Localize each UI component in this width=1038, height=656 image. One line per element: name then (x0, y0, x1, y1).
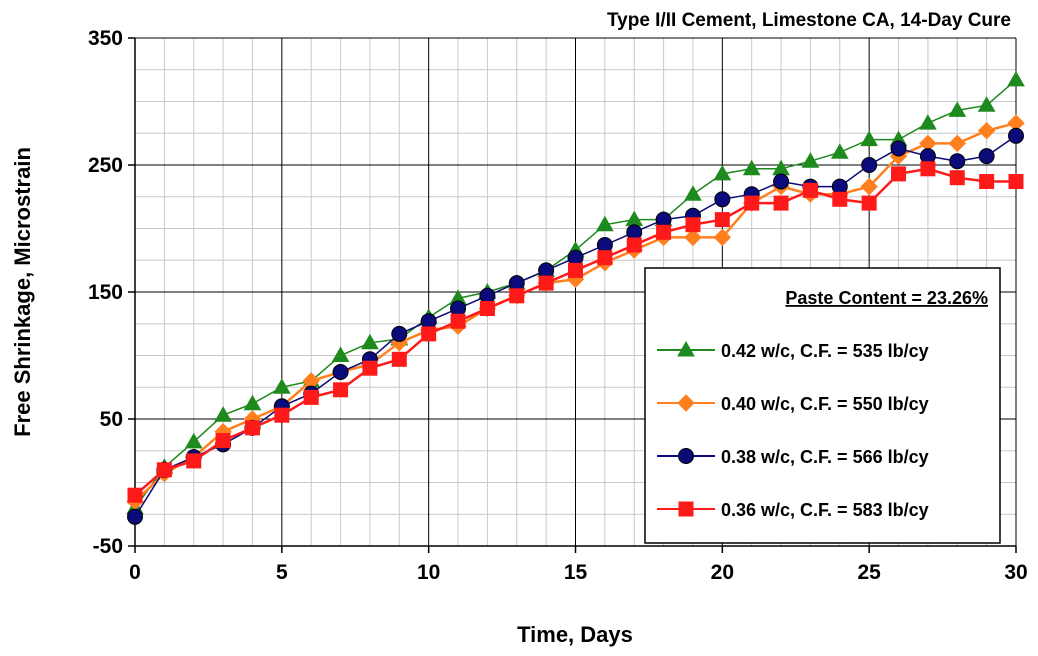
y-axis-title: Free Shrinkage, Microstrain (10, 147, 35, 437)
data-point (978, 148, 995, 165)
data-point (919, 114, 937, 130)
data-point (186, 453, 202, 469)
y-tick-label: 150 (88, 281, 123, 304)
data-point (948, 101, 967, 117)
x-tick-label: 25 (857, 561, 881, 584)
chart-title: Type I/II Cement, Limestone CA, 14-Day C… (607, 10, 1011, 31)
data-point (685, 217, 701, 233)
x-axis-title: Time, Days (517, 622, 633, 647)
data-point (509, 288, 525, 304)
data-point (127, 508, 143, 525)
data-point (977, 122, 996, 140)
data-point (948, 134, 966, 153)
legend-marker (678, 448, 694, 464)
data-point (243, 394, 262, 411)
data-point (597, 250, 613, 266)
data-point (891, 166, 907, 182)
data-point (450, 313, 466, 329)
legend-box (644, 267, 1001, 544)
legend-marker (677, 394, 695, 412)
data-point (596, 215, 614, 232)
data-point (127, 487, 143, 503)
data-point (568, 262, 583, 278)
data-point (479, 301, 495, 317)
data-point (656, 224, 672, 240)
y-tick-label: 50 (100, 408, 123, 431)
data-point (272, 378, 291, 394)
data-point (832, 191, 848, 207)
data-point (713, 228, 732, 247)
data-point (744, 195, 760, 211)
data-point (773, 173, 790, 190)
data-point (1007, 70, 1025, 87)
legend-title: Paste Content = 23.26% (785, 288, 988, 308)
x-tick-label: 20 (711, 561, 734, 584)
data-point (1008, 127, 1024, 144)
data-point (1008, 174, 1024, 190)
data-point (215, 433, 231, 449)
y-tick-label: 350 (88, 27, 123, 50)
data-point (684, 228, 702, 247)
data-point (156, 462, 172, 478)
data-point (391, 325, 408, 342)
y-tick-label: 250 (88, 154, 123, 177)
data-point (714, 212, 730, 228)
data-point (861, 157, 878, 173)
data-point (421, 326, 437, 342)
data-point (920, 161, 936, 177)
data-point (860, 177, 878, 196)
legend-label: 0.40 w/c, C.F. = 550 lb/cy (721, 394, 929, 414)
data-point (949, 153, 966, 170)
data-point (714, 191, 731, 208)
data-point (333, 382, 349, 398)
legend-label: 0.38 w/c, C.F. = 566 lb/cy (721, 447, 929, 467)
data-point (861, 195, 877, 211)
data-point (331, 346, 350, 362)
legend: Paste Content = 23.26% 0.42 w/c, C.F. = 5… (644, 267, 1001, 544)
data-point (979, 174, 995, 190)
data-point (626, 237, 642, 253)
data-point (244, 420, 260, 436)
series-4 (127, 161, 1024, 503)
data-point (773, 195, 789, 211)
legend-label: 0.42 w/c, C.F. = 535 lb/cy (721, 341, 929, 361)
data-point (742, 159, 761, 176)
data-point (361, 333, 379, 350)
data-point (391, 351, 407, 367)
data-point (184, 432, 203, 449)
y-tick-label: -50 (93, 535, 123, 558)
data-point (890, 140, 907, 157)
data-point (801, 152, 820, 168)
x-tick-label: 15 (564, 561, 588, 584)
data-point (274, 407, 290, 423)
data-point (625, 210, 644, 227)
x-tick-label: 0 (129, 561, 141, 584)
data-point (303, 389, 319, 405)
x-tick-label: 10 (417, 561, 440, 584)
data-point (214, 406, 232, 422)
data-point (949, 170, 965, 186)
data-point (860, 130, 879, 147)
data-point (538, 275, 554, 291)
x-tick-label: 5 (276, 561, 288, 584)
data-point (684, 185, 702, 201)
x-tick-label: 30 (1004, 561, 1027, 584)
data-point (977, 96, 996, 112)
data-point (830, 143, 849, 159)
legend-marker (678, 501, 694, 517)
data-point (362, 360, 378, 376)
data-point (332, 364, 349, 381)
data-point (713, 164, 732, 181)
legend-label: 0.36 w/c, C.F. = 583 lb/cy (721, 500, 929, 520)
data-point (802, 182, 818, 198)
legend-marker (677, 340, 695, 357)
